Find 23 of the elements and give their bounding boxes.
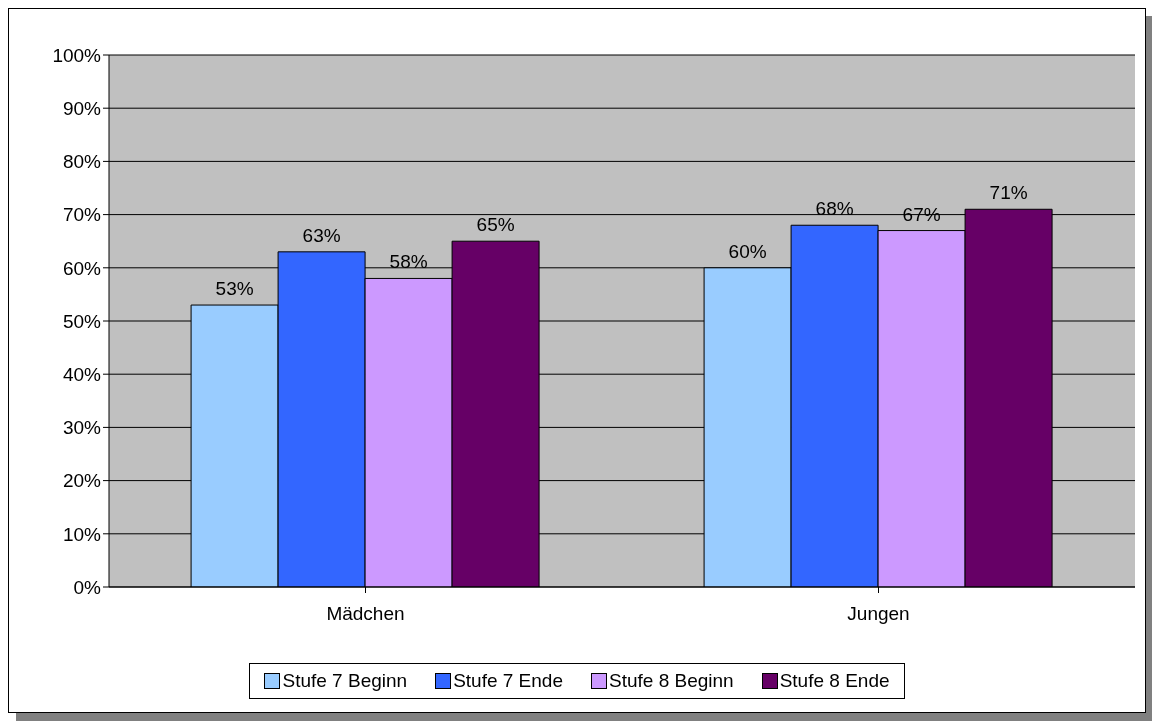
x-tick-label: Mädchen <box>326 603 405 625</box>
data-label: 63% <box>302 224 341 246</box>
y-tick-label: 80% <box>62 151 102 173</box>
y-tick-label: 60% <box>62 257 102 279</box>
y-tick-label: 30% <box>62 417 102 439</box>
legend-label: Stufe 7 Beginn <box>281 670 408 692</box>
data-label: 60% <box>728 240 767 262</box>
y-tick-label: 20% <box>62 470 102 492</box>
data-label: 71% <box>989 182 1028 204</box>
legend-label: Stufe 7 Ende <box>452 670 563 692</box>
data-label: 53% <box>215 278 254 300</box>
legend-label: Stufe 8 Ende <box>778 670 890 692</box>
data-label: 65% <box>476 214 515 236</box>
y-tick-label: 100% <box>52 44 102 66</box>
y-tick-label: 40% <box>62 363 102 385</box>
y-tick-label: 50% <box>62 310 102 332</box>
y-tick-label: 70% <box>62 204 102 226</box>
y-tick-label: 90% <box>62 97 102 119</box>
legend-label: Stufe 8 Beginn <box>608 670 734 692</box>
data-label: 68% <box>815 198 854 220</box>
x-tick-label: Jungen <box>847 603 910 625</box>
y-tick-label: 10% <box>62 523 102 545</box>
y-tick-label: 0% <box>73 576 102 598</box>
